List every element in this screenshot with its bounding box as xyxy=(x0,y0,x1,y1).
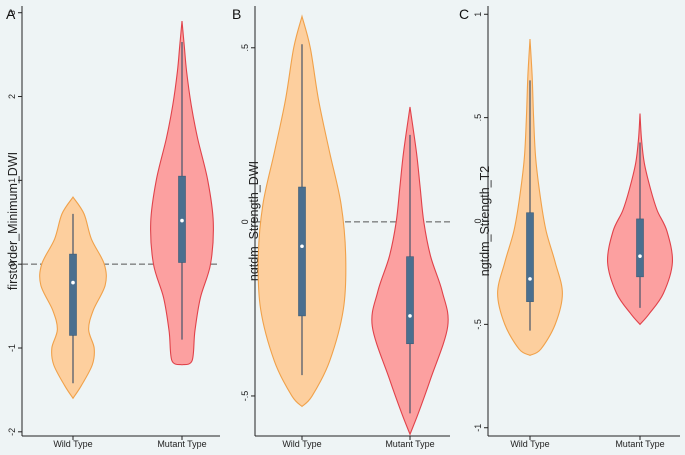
median-marker-wild-type xyxy=(528,277,532,281)
panel-letter: B xyxy=(232,6,241,22)
iqr-box-wild-type xyxy=(298,186,306,317)
x-tick-label: Wild Type xyxy=(53,439,92,449)
y-tick-label: -2 xyxy=(7,428,17,436)
median-marker-mutant-type xyxy=(638,254,642,258)
y-tick-label: .5 xyxy=(240,44,250,52)
iqr-box-mutant-type xyxy=(406,256,414,345)
y-tick-label: 0 xyxy=(240,219,250,224)
y-tick-label: 0 xyxy=(7,262,17,267)
x-tick-label: Mutant Type xyxy=(385,439,434,449)
x-tick-label: Wild Type xyxy=(510,439,549,449)
y-tick-label: .5 xyxy=(473,114,483,122)
y-tick-label: 1 xyxy=(7,178,17,183)
panel-letter: C xyxy=(459,6,469,22)
x-tick-label: Mutant Type xyxy=(157,439,206,449)
median-marker-mutant-type xyxy=(180,218,184,223)
x-tick-label: Mutant Type xyxy=(615,439,664,449)
median-marker-wild-type xyxy=(71,280,75,285)
y-tick-label: 2 xyxy=(7,94,17,99)
iqr-box-wild-type xyxy=(69,253,77,336)
y-tick-label: 1 xyxy=(473,12,483,17)
y-tick-label: 0 xyxy=(473,218,483,223)
y-axis-label: ngtdm_Strength_DWI xyxy=(247,161,261,281)
y-tick-label: -.5 xyxy=(473,319,483,330)
median-marker-mutant-type xyxy=(408,314,412,318)
y-tick-label: 3 xyxy=(7,10,17,15)
y-tick-label: -1 xyxy=(7,344,17,352)
x-tick-label: Wild Type xyxy=(282,439,321,449)
y-tick-label: -.5 xyxy=(240,391,250,402)
y-axis-label: firstorder_Minimum_DWI xyxy=(6,152,20,290)
median-marker-wild-type xyxy=(300,244,304,249)
y-tick-label: -1 xyxy=(473,424,483,432)
iqr-box-mutant-type xyxy=(636,218,644,278)
iqr-box-wild-type xyxy=(526,212,534,302)
panel-letter: A xyxy=(6,6,16,22)
